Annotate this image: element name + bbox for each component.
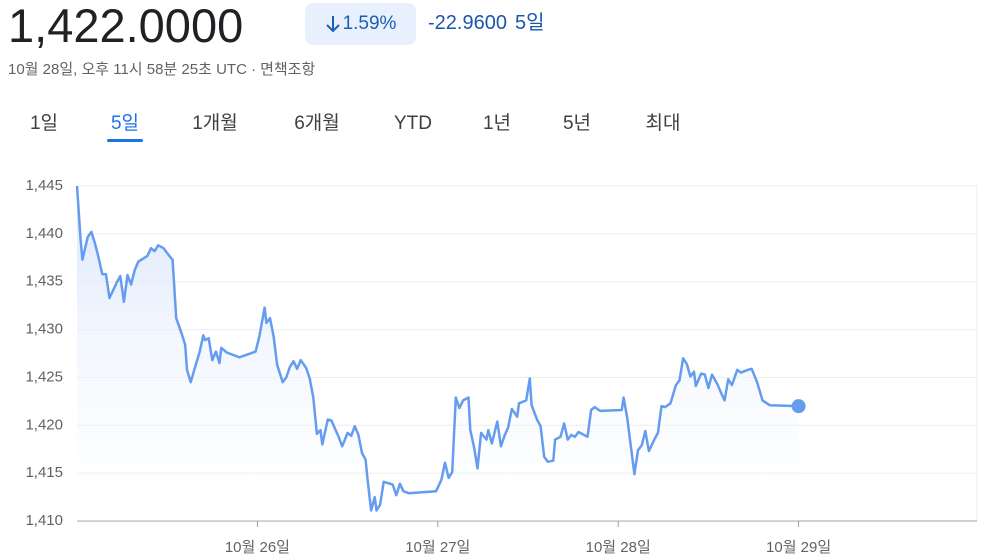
disclaimer[interactable]: 면책조항	[260, 61, 316, 78]
range-tab[interactable]: 1일	[29, 113, 59, 134]
x-tick-label: 10월 27일	[405, 539, 470, 556]
price-line	[75, 185, 799, 512]
y-tick-label: 1,425	[25, 368, 63, 385]
price: 1,422.0000	[8, 0, 244, 52]
y-tick-label: 1,435	[25, 273, 63, 290]
change-value: -22.9600	[428, 12, 507, 34]
change: -22.9600 5일	[428, 10, 553, 36]
y-tick-label: 1,440	[25, 225, 63, 242]
change-period: 5일	[514, 12, 545, 34]
x-tick-label: 10월 29일	[766, 539, 831, 556]
range-tab[interactable]: 1개월	[192, 113, 238, 134]
range-tab[interactable]: YTD	[394, 113, 432, 134]
range-tab[interactable]: 1년	[482, 113, 512, 134]
y-tick-label: 1,415	[25, 464, 63, 481]
x-tick-label: 10월 26일	[225, 539, 290, 556]
area	[77, 186, 799, 521]
change-percent: 1.59%	[342, 13, 397, 34]
y-tick-label: 1,420	[25, 416, 63, 433]
range-tab[interactable]: 5년	[562, 113, 592, 134]
y-tick-label: 1,430	[25, 321, 63, 338]
down-arrow	[325, 16, 340, 33]
range-tab[interactable]: 6개월	[294, 113, 340, 134]
change-badge: 1.59%	[305, 3, 416, 45]
timestamp-row: 10월 28일, 오후 11시 58분 25초 UTC · 면책조항	[8, 60, 319, 80]
y-tick-label: 1,445	[25, 177, 63, 194]
tab-underline	[107, 139, 143, 142]
range-tab[interactable]: 최대	[645, 113, 681, 134]
last-point	[791, 399, 806, 414]
timestamp: 10월 28일, 오후 11시 58분 25초 UTC ·	[8, 61, 257, 78]
x-tick-label: 10월 28일	[586, 539, 651, 556]
range-tab[interactable]: 5일	[110, 113, 140, 134]
y-tick-label: 1,410	[25, 512, 63, 529]
